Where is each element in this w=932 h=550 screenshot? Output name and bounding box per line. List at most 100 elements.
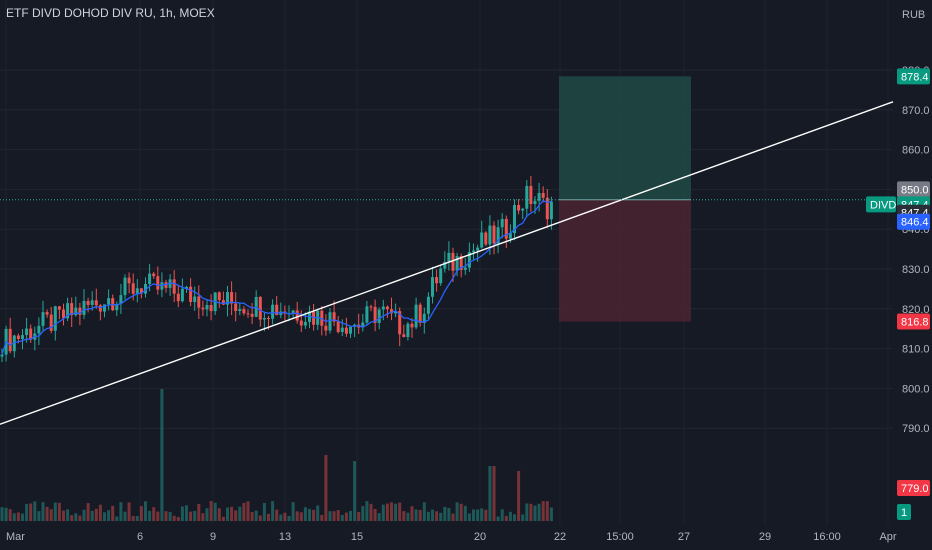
candle-body bbox=[426, 296, 430, 314]
volume-bar bbox=[115, 516, 119, 521]
volume-bar bbox=[480, 508, 484, 521]
volume-bar bbox=[549, 507, 553, 521]
volume-bar bbox=[349, 510, 352, 521]
trendline[interactable] bbox=[0, 101, 894, 425]
candle-body bbox=[217, 292, 221, 301]
candle-body bbox=[41, 312, 45, 326]
volume-bar bbox=[344, 512, 348, 521]
candle-body bbox=[94, 300, 98, 306]
candle-body bbox=[201, 307, 205, 310]
volume-bar bbox=[230, 506, 234, 521]
candle-body bbox=[447, 252, 451, 262]
volume-bar bbox=[217, 508, 221, 521]
time-tick-label: 9 bbox=[210, 531, 216, 543]
volume-bar bbox=[86, 503, 90, 521]
candle-body bbox=[476, 247, 480, 251]
stop-zone bbox=[559, 199, 691, 322]
candle-body bbox=[78, 307, 82, 315]
volume-bar bbox=[340, 514, 344, 521]
volume-bar bbox=[435, 511, 439, 521]
candle-body bbox=[53, 306, 57, 331]
candle-body bbox=[74, 307, 78, 316]
time-tick-label: 6 bbox=[137, 531, 143, 543]
candle-body bbox=[390, 309, 393, 314]
candle-body bbox=[37, 325, 41, 334]
stop-price-tag bbox=[897, 313, 930, 330]
candle-body bbox=[451, 252, 455, 271]
candle-body bbox=[0, 354, 4, 357]
candle-body bbox=[480, 232, 484, 248]
volume-bar bbox=[57, 502, 61, 521]
high-price-tag bbox=[897, 181, 930, 198]
volume-bar bbox=[148, 510, 152, 521]
candle-body bbox=[90, 300, 94, 305]
candle-body bbox=[193, 296, 197, 302]
volume-max-tag bbox=[897, 480, 930, 496]
candle-body bbox=[115, 303, 119, 311]
candle-body bbox=[209, 305, 213, 312]
candle-body bbox=[119, 295, 123, 304]
volume-bar bbox=[410, 506, 414, 521]
volume-bar bbox=[205, 508, 209, 521]
volume-bar bbox=[279, 514, 283, 521]
volume-bar bbox=[12, 513, 16, 521]
candle-body bbox=[303, 321, 307, 326]
volume-bar bbox=[33, 501, 37, 521]
price-tick-label: 860.0 bbox=[902, 145, 930, 157]
volume-bar bbox=[98, 504, 102, 521]
volume-bar bbox=[111, 505, 115, 521]
symbol-tag-text: DIVD bbox=[870, 199, 896, 211]
volume-bar bbox=[537, 503, 541, 521]
candle-body bbox=[472, 250, 475, 252]
volume-bar bbox=[152, 507, 156, 521]
candle-body bbox=[336, 321, 340, 332]
volume-bar bbox=[234, 510, 238, 521]
volume-bar bbox=[312, 509, 316, 521]
candle-body bbox=[172, 279, 176, 294]
volume-bar bbox=[472, 509, 475, 521]
candle-body bbox=[406, 323, 410, 337]
candle-body bbox=[463, 267, 467, 270]
candle-body bbox=[435, 277, 439, 284]
candle-body bbox=[381, 306, 385, 310]
volume-bar bbox=[459, 503, 463, 521]
volume-count-tag-text: 1 bbox=[901, 507, 907, 519]
time-tick-label: 20 bbox=[474, 531, 486, 543]
candle-body bbox=[275, 304, 279, 316]
volume-bar bbox=[127, 502, 131, 521]
target-price-tag bbox=[897, 68, 930, 85]
volume-bar bbox=[176, 516, 180, 521]
candle-body bbox=[365, 306, 369, 323]
volume-bar bbox=[41, 502, 45, 521]
candle-body bbox=[82, 300, 86, 315]
volume-bar bbox=[541, 501, 545, 521]
volume-bar bbox=[508, 511, 512, 521]
candle-body bbox=[500, 218, 504, 228]
volume-bar bbox=[156, 511, 160, 521]
volume-max-tag-text: 779.0 bbox=[901, 483, 929, 495]
candle-body bbox=[258, 296, 262, 320]
candle-body bbox=[57, 306, 61, 310]
volume-bar bbox=[406, 512, 410, 521]
symbol-tag bbox=[866, 196, 896, 213]
volume-bar bbox=[443, 506, 447, 521]
volume-bar bbox=[385, 503, 389, 521]
volume-bar bbox=[29, 503, 33, 521]
candle-body bbox=[402, 334, 406, 337]
candle-body bbox=[439, 268, 443, 284]
candle-body bbox=[86, 300, 90, 305]
volume-bar bbox=[451, 513, 455, 521]
time-tick-label: 15 bbox=[351, 531, 363, 543]
volume-bar bbox=[139, 506, 143, 521]
time-axis[interactable]: Mar 6 9 13 15 20 22 15:00 27 29 16:00 Apr bbox=[6, 531, 897, 543]
volume-bar bbox=[119, 502, 123, 521]
volume-bar bbox=[316, 505, 320, 521]
time-tick-label: 27 bbox=[678, 531, 690, 543]
volume-bar bbox=[455, 502, 459, 521]
candle-body bbox=[291, 310, 295, 314]
volume-bar bbox=[144, 501, 147, 521]
candle-body bbox=[299, 320, 303, 326]
volume-bar bbox=[0, 507, 4, 521]
